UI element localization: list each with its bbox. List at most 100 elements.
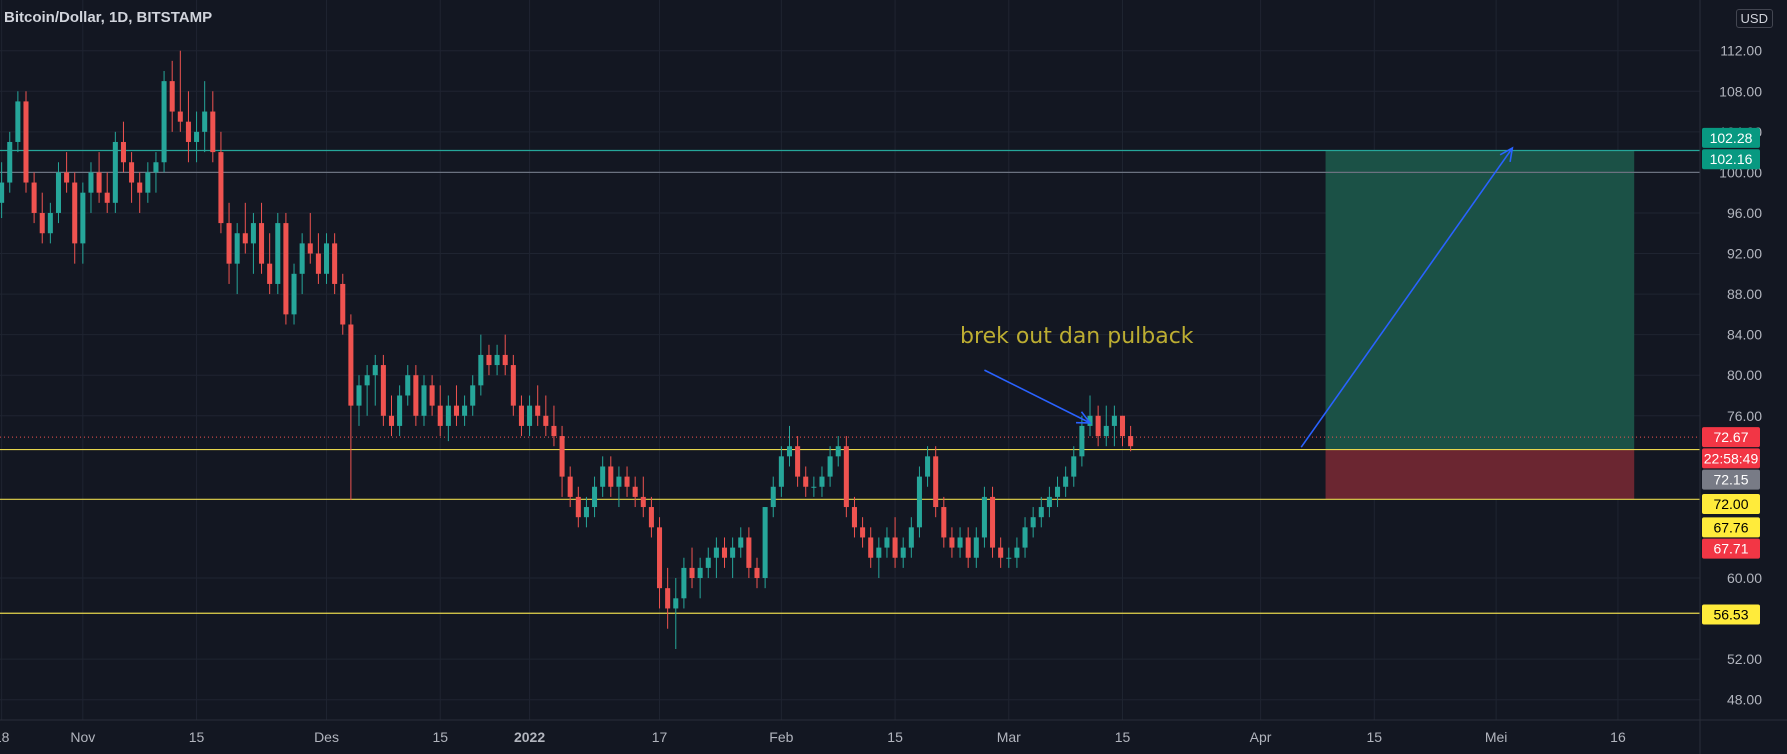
- price-tag-bg-5: [1702, 494, 1760, 514]
- candle-body-0: [0, 182, 5, 203]
- candle-body-26: [210, 111, 216, 153]
- candle-body-45: [364, 375, 370, 386]
- candle-body-38: [307, 243, 313, 254]
- candle-body-18: [145, 172, 151, 193]
- candle-body-16: [129, 162, 135, 183]
- candle-body-88: [713, 547, 719, 558]
- candle-body-79: [640, 496, 646, 508]
- candle-body-10: [80, 192, 86, 244]
- candle-body-41: [332, 243, 338, 284]
- y-tick-label-7: 84.00: [1727, 327, 1762, 343]
- price-tag-bg-8: [1702, 604, 1760, 625]
- candle-body-74: [600, 466, 606, 487]
- candle-body-27: [218, 152, 224, 224]
- candle-body-53: [429, 385, 435, 406]
- loss-zone: [1325, 449, 1635, 500]
- candle-body-98: [795, 446, 801, 477]
- candle-body-57: [462, 405, 468, 416]
- candle-body-43: [348, 324, 354, 406]
- candle-body-93: [754, 567, 760, 579]
- candle-body-40: [323, 243, 330, 274]
- candle-body-107: [868, 537, 874, 558]
- y-tick-label-4: 96.00: [1727, 205, 1762, 221]
- candle-body-120: [973, 537, 979, 558]
- x-tick-label-0: 18: [0, 729, 10, 745]
- candle-body-70: [567, 476, 573, 497]
- x-tick-label-8: 15: [887, 729, 903, 745]
- candle-body-12: [96, 172, 102, 193]
- candle-body-85: [689, 567, 695, 579]
- candle-body-55: [445, 405, 451, 426]
- price-tag-label-6: 67.76: [1713, 519, 1748, 535]
- price-tag-label-1: 102.16: [1710, 151, 1753, 167]
- candle-body-66: [535, 405, 541, 416]
- candle-body-48: [388, 415, 395, 426]
- candle-body-114: [925, 456, 931, 477]
- x-tick-label-10: 15: [1115, 729, 1131, 745]
- candle-body-19: [153, 162, 159, 173]
- candle-body-62: [502, 354, 508, 366]
- x-tick-label-6: 17: [652, 729, 668, 745]
- arrow-line-0: [984, 369, 1091, 424]
- x-tick-label-11: Apr: [1250, 729, 1272, 745]
- candle-body-32: [259, 223, 265, 264]
- candle-body-122: [990, 496, 996, 548]
- candle-body-129: [1046, 496, 1052, 508]
- candle-body-65: [527, 405, 533, 426]
- candle-body-50: [405, 375, 411, 396]
- price-tag-label-7: 67.71: [1713, 541, 1748, 557]
- price-tag-label-2: 72.67: [1713, 429, 1748, 445]
- candle-body-3: [23, 101, 29, 183]
- candle-body-29: [234, 233, 240, 264]
- candle-body-1: [7, 141, 13, 183]
- x-tick-label-1: Nov: [70, 729, 95, 745]
- candle-body-78: [632, 486, 638, 497]
- candle-body-94: [762, 507, 768, 579]
- candle-body-136: [1103, 425, 1109, 437]
- x-tick-label-13: Mei: [1485, 729, 1508, 745]
- candle-body-21: [169, 81, 175, 112]
- currency-button[interactable]: USD: [1735, 9, 1773, 28]
- candle-body-115: [933, 456, 939, 508]
- candle-body-5: [39, 212, 45, 234]
- candle-body-125: [1014, 547, 1020, 558]
- price-tag-label-3: 22:58:49: [1704, 450, 1759, 466]
- price-tag-bg-6: [1702, 517, 1760, 538]
- arrow-head-1: [1499, 146, 1514, 162]
- candle-body-80: [648, 507, 654, 528]
- candle-body-104: [843, 446, 849, 508]
- candle-body-22: [177, 111, 183, 122]
- candle-body-7: [55, 172, 61, 213]
- candle-body-42: [340, 283, 346, 325]
- candle-body-137: [1111, 415, 1117, 426]
- price-tag-label-5: 72.00: [1713, 496, 1748, 512]
- candle-body-67: [543, 415, 549, 426]
- candle-body-28: [226, 223, 232, 264]
- candle-body-106: [860, 527, 866, 538]
- candle-body-61: [494, 354, 500, 366]
- candle-body-36: [291, 273, 297, 315]
- y-tick-label-0: 112.00: [1720, 43, 1762, 59]
- candle-body-13: [104, 192, 110, 203]
- candle-body-72: [583, 507, 589, 518]
- time-axis-bg: [0, 720, 1787, 754]
- candle-body-89: [721, 547, 728, 558]
- candle-body-103: [835, 446, 841, 457]
- candle-body-111: [900, 547, 906, 558]
- candle-body-14: [112, 141, 118, 203]
- candle-body-105: [851, 507, 857, 528]
- y-tick-label-11: 52.00: [1727, 651, 1762, 667]
- price-tag-bg-0: [1702, 127, 1760, 148]
- x-tick-label-14: 16: [1610, 729, 1626, 745]
- candle-body-87: [705, 557, 711, 568]
- candle-body-6: [47, 212, 53, 234]
- candle-body-96: [778, 456, 784, 487]
- candle-body-110: [892, 537, 898, 558]
- candle-body-124: [1006, 557, 1012, 559]
- price-tag-label-4: 72.15: [1713, 472, 1748, 488]
- candle-body-109: [884, 537, 890, 548]
- y-tick-label-5: 92.00: [1727, 246, 1762, 262]
- candle-body-63: [510, 365, 516, 406]
